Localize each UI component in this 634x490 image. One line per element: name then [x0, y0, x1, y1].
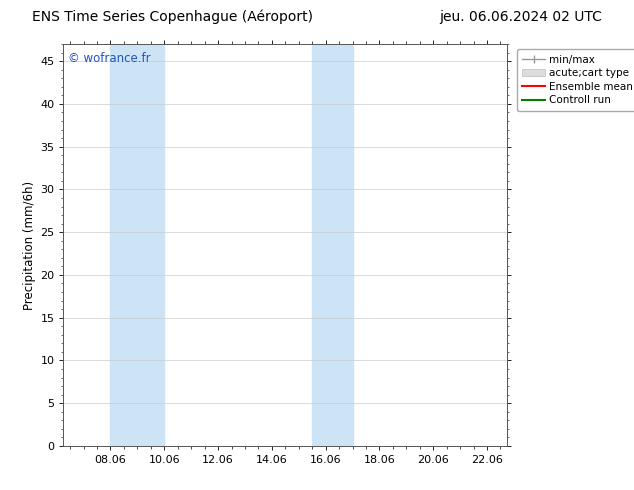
Text: jeu. 06.06.2024 02 UTC: jeu. 06.06.2024 02 UTC [439, 10, 602, 24]
Text: © wofrance.fr: © wofrance.fr [68, 52, 150, 65]
Bar [110, 44, 164, 446]
Bar [312, 44, 353, 446]
Legend: min/max, acute;cart type, Ensemble mean run, Controll run: min/max, acute;cart type, Ensemble mean … [517, 49, 634, 111]
Y-axis label: Precipitation (mm/6h): Precipitation (mm/6h) [23, 180, 36, 310]
Text: ENS Time Series Copenhague (Aéroport): ENS Time Series Copenhague (Aéroport) [32, 10, 313, 24]
